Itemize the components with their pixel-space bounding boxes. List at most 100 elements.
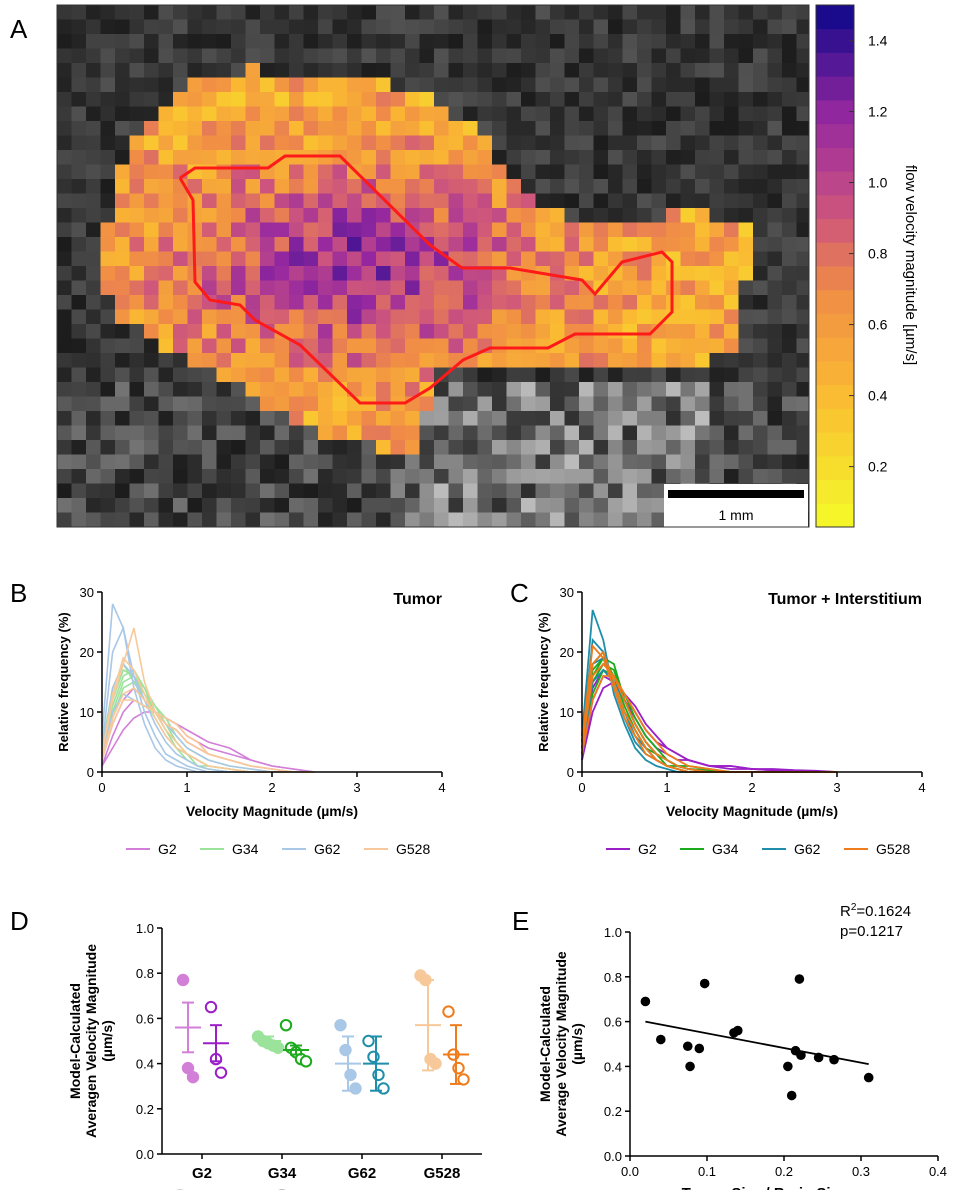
map-pixel xyxy=(216,338,232,354)
map-pixel xyxy=(579,48,594,64)
map-pixel xyxy=(564,483,580,499)
map-pixel xyxy=(245,179,261,194)
map-pixel xyxy=(521,34,536,49)
map-pixel xyxy=(86,179,101,194)
map-pixel xyxy=(724,179,739,194)
map-pixel xyxy=(173,92,188,107)
map-pixel xyxy=(782,324,797,339)
map-pixel xyxy=(724,5,739,20)
map-pixel xyxy=(521,150,536,165)
data-point xyxy=(863,1072,874,1083)
map-pixel xyxy=(405,48,420,64)
map-pixel xyxy=(535,382,551,397)
map-pixel xyxy=(796,454,810,470)
map-pixel xyxy=(709,77,725,93)
map-pixel xyxy=(550,121,565,136)
map-pixel xyxy=(115,77,130,93)
map-pixel xyxy=(434,396,449,412)
map-pixel xyxy=(709,469,725,484)
map-pixel xyxy=(260,440,275,455)
map-pixel xyxy=(187,469,203,484)
map-pixel xyxy=(390,425,406,441)
map-pixel xyxy=(231,92,246,107)
map-pixel xyxy=(796,367,810,383)
colorbar-segment xyxy=(816,147,854,172)
map-pixel xyxy=(463,19,478,35)
scale-bar: 1 mm xyxy=(664,484,808,527)
map-pixel xyxy=(738,34,754,49)
colorbar-tick-label: 1.4 xyxy=(868,33,888,49)
map-pixel xyxy=(274,512,290,528)
map-pixel xyxy=(651,5,667,20)
map-pixel xyxy=(129,34,145,49)
map-pixel xyxy=(463,92,478,107)
map-pixel xyxy=(448,411,464,426)
map-pixel xyxy=(608,469,623,484)
map-pixel xyxy=(187,324,203,339)
map-pixel xyxy=(231,19,246,35)
map-pixel xyxy=(129,179,145,194)
map-pixel xyxy=(622,396,638,412)
colorbar-segment xyxy=(816,194,854,220)
map-pixel xyxy=(158,5,174,20)
map-pixel xyxy=(129,92,145,107)
y-tick-label: 0.6 xyxy=(604,1015,622,1030)
map-pixel xyxy=(796,280,810,296)
map-pixel xyxy=(318,208,333,223)
map-pixel xyxy=(86,425,101,441)
map-pixel xyxy=(767,222,783,238)
map-pixel xyxy=(173,382,188,397)
map-pixel xyxy=(651,425,667,441)
map-pixel xyxy=(579,237,594,252)
map-pixel xyxy=(347,483,362,499)
map-pixel xyxy=(173,237,188,252)
map-pixel xyxy=(260,237,275,252)
map-pixel xyxy=(651,454,667,470)
map-pixel xyxy=(608,135,623,151)
map-pixel xyxy=(535,324,551,339)
map-pixel xyxy=(216,498,232,513)
map-pixel xyxy=(260,63,275,78)
map-pixel xyxy=(390,309,406,325)
map-pixel xyxy=(767,251,783,267)
map-pixel xyxy=(492,512,507,528)
map-pixel xyxy=(71,179,87,194)
map-pixel xyxy=(434,92,449,107)
map-pixel xyxy=(695,193,710,209)
panel-e-chart: 0.00.20.40.60.81.00.00.10.20.30.4Tumor S… xyxy=(537,902,947,1190)
map-pixel xyxy=(419,324,435,339)
map-pixel xyxy=(622,367,638,383)
map-pixel xyxy=(115,19,130,35)
colorbar-segment xyxy=(816,5,854,30)
map-pixel xyxy=(173,454,188,470)
map-pixel xyxy=(767,425,783,441)
map-pixel xyxy=(158,396,174,412)
map-pixel xyxy=(521,121,536,136)
map-pixel xyxy=(158,48,174,64)
map-pixel xyxy=(767,309,783,325)
map-pixel xyxy=(57,179,72,194)
map-pixel xyxy=(738,382,754,397)
map-pixel xyxy=(666,135,681,151)
colorbar-tick-label: 0.8 xyxy=(868,246,888,262)
map-pixel xyxy=(753,135,768,151)
map-pixel xyxy=(144,469,159,484)
map-pixel xyxy=(521,353,536,368)
map-pixel xyxy=(767,295,783,310)
map-pixel xyxy=(637,512,652,528)
map-pixel xyxy=(390,106,406,122)
map-pixel xyxy=(115,454,130,470)
data-point xyxy=(339,1043,352,1057)
x-tick-label: G2 xyxy=(192,1165,212,1182)
map-pixel xyxy=(753,396,768,412)
map-pixel xyxy=(709,19,725,35)
map-pixel xyxy=(651,237,667,252)
map-pixel xyxy=(492,353,507,368)
map-pixel xyxy=(434,34,449,49)
map-pixel xyxy=(709,251,725,267)
map-pixel xyxy=(332,251,348,267)
y-tick-label: 0.2 xyxy=(604,1104,622,1119)
map-pixel xyxy=(303,425,319,441)
map-pixel xyxy=(100,266,116,281)
map-pixel xyxy=(347,411,362,426)
